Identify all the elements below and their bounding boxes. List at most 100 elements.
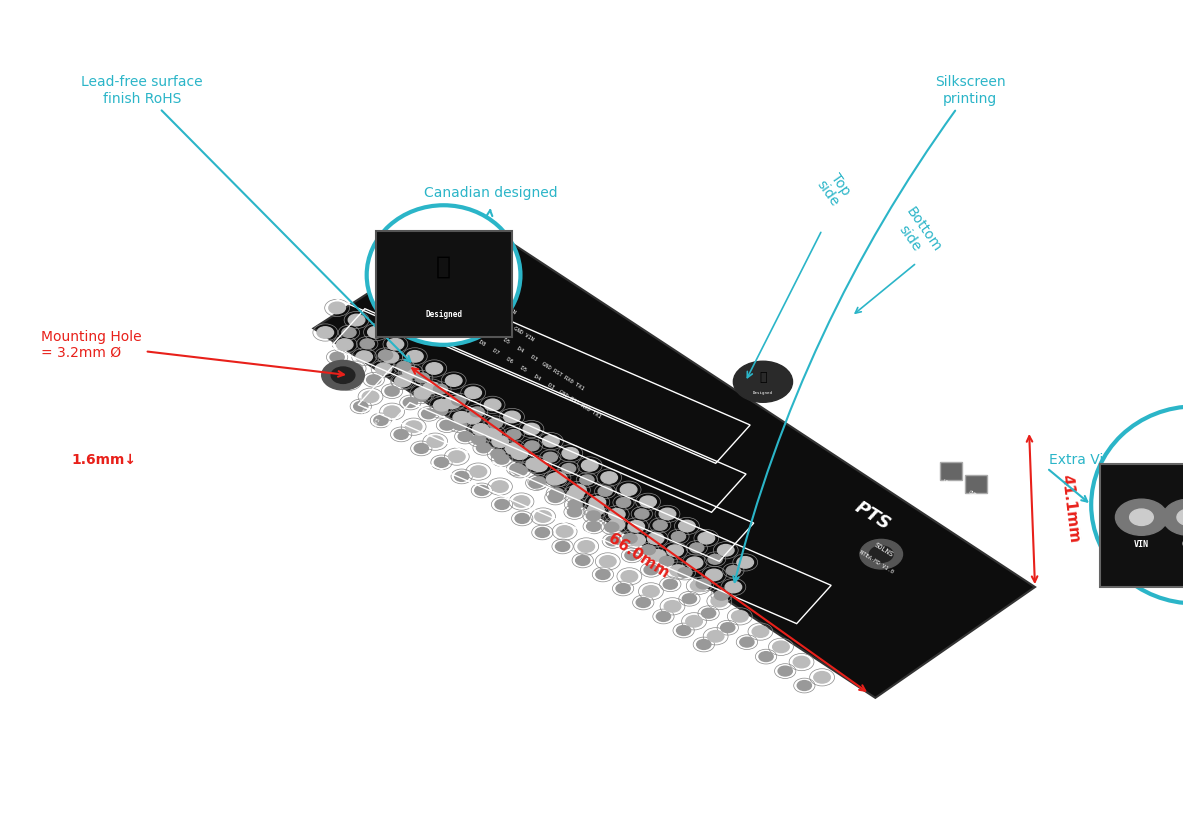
Circle shape [587, 511, 601, 521]
Circle shape [1129, 509, 1153, 525]
Circle shape [608, 508, 625, 520]
Circle shape [639, 496, 656, 507]
Text: D13 3V3 REF A0  A1  A2  A3  A4  A5  A6  A7   5V  RST GND VIN: D13 3V3 REF A0 A1 A2 A3 A4 A5 A6 A7 5V R… [367, 234, 534, 342]
Ellipse shape [367, 205, 521, 345]
Circle shape [725, 581, 742, 593]
Circle shape [491, 481, 508, 493]
Circle shape [773, 641, 789, 653]
Circle shape [465, 412, 480, 424]
Circle shape [535, 528, 550, 538]
Circle shape [415, 443, 428, 453]
Circle shape [715, 590, 729, 600]
Circle shape [470, 407, 484, 417]
Circle shape [578, 541, 594, 553]
Circle shape [778, 666, 792, 676]
Circle shape [484, 399, 501, 410]
Text: 🍁: 🍁 [436, 255, 451, 279]
Circle shape [472, 424, 489, 435]
Circle shape [601, 472, 618, 484]
Circle shape [532, 477, 546, 487]
Circle shape [440, 420, 454, 430]
Circle shape [510, 464, 525, 474]
Circle shape [396, 377, 409, 387]
Circle shape [434, 384, 448, 394]
Text: Extra Vin & GND: Extra Vin & GND [1049, 452, 1163, 467]
Circle shape [492, 436, 508, 447]
Circle shape [589, 497, 606, 508]
Circle shape [672, 532, 686, 542]
Text: A0: A0 [397, 440, 404, 448]
Circle shape [636, 598, 650, 608]
Circle shape [740, 637, 754, 647]
Circle shape [470, 466, 486, 477]
Circle shape [721, 623, 735, 633]
Circle shape [1177, 509, 1195, 525]
Circle shape [556, 542, 570, 552]
Circle shape [458, 432, 472, 442]
Circle shape [425, 363, 442, 374]
Text: Mounting Hole
= 3.2mm Ø: Mounting Hole = 3.2mm Ø [42, 330, 344, 377]
Circle shape [356, 351, 373, 363]
Circle shape [454, 471, 468, 481]
Circle shape [491, 449, 505, 459]
Circle shape [627, 521, 644, 532]
Text: D13: D13 [361, 405, 370, 415]
Circle shape [690, 543, 704, 553]
Circle shape [403, 367, 419, 378]
Circle shape [415, 392, 429, 401]
Circle shape [422, 409, 436, 419]
Circle shape [707, 554, 722, 564]
Circle shape [403, 397, 417, 407]
Circle shape [550, 472, 566, 484]
Circle shape [434, 406, 448, 415]
Circle shape [707, 631, 724, 642]
Text: VIN: VIN [1134, 540, 1148, 548]
Circle shape [599, 486, 612, 496]
Circle shape [568, 488, 583, 500]
Circle shape [526, 458, 543, 470]
Text: 41.1mm: 41.1mm [1059, 474, 1081, 544]
FancyBboxPatch shape [376, 231, 513, 337]
Circle shape [635, 509, 649, 519]
Circle shape [701, 608, 716, 618]
Circle shape [759, 652, 773, 662]
Circle shape [663, 580, 678, 589]
Circle shape [415, 373, 429, 383]
Text: GND: GND [967, 489, 978, 498]
Circle shape [664, 601, 681, 612]
Circle shape [670, 565, 686, 576]
Circle shape [394, 429, 409, 439]
Circle shape [523, 424, 540, 435]
Text: Designed: Designed [753, 392, 773, 395]
Circle shape [734, 361, 792, 402]
Circle shape [489, 418, 502, 428]
Circle shape [682, 594, 697, 603]
Ellipse shape [1091, 406, 1195, 603]
Text: D12  D11 D10  D9   D8   D7   D6   D5   D4   D3  GND RST RX0 TX1: D12 D11 D10 D9 D8 D7 D6 D5 D4 D3 GND RST… [407, 278, 584, 391]
Circle shape [384, 406, 400, 417]
Circle shape [697, 579, 710, 589]
Circle shape [608, 519, 625, 530]
Text: Bottom
side: Bottom side [890, 204, 944, 264]
Circle shape [649, 549, 666, 561]
Circle shape [342, 328, 356, 337]
Circle shape [529, 478, 544, 488]
Text: PTS: PTS [852, 498, 894, 534]
Circle shape [731, 611, 748, 622]
Text: Designed: Designed [425, 310, 462, 319]
Circle shape [367, 375, 381, 385]
Circle shape [397, 361, 411, 371]
Circle shape [415, 388, 430, 399]
Circle shape [465, 387, 482, 398]
Circle shape [623, 534, 637, 544]
Circle shape [531, 460, 547, 471]
Circle shape [620, 484, 637, 495]
Circle shape [643, 585, 660, 597]
Circle shape [596, 570, 609, 580]
Circle shape [321, 360, 364, 390]
Circle shape [406, 351, 423, 362]
Circle shape [568, 500, 582, 510]
Circle shape [576, 556, 590, 566]
Circle shape [582, 460, 598, 471]
Circle shape [629, 534, 645, 546]
